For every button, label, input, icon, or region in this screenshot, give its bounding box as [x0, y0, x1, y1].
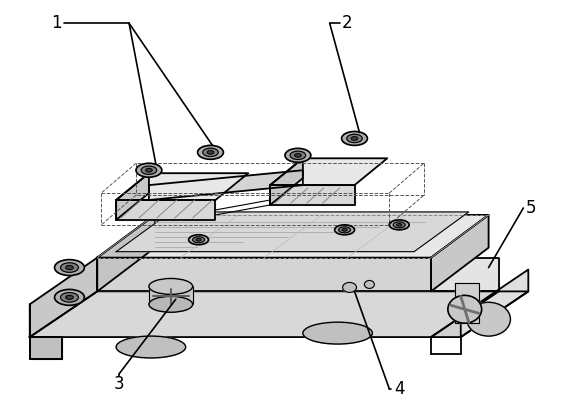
Ellipse shape: [55, 289, 84, 305]
Ellipse shape: [203, 148, 218, 157]
Polygon shape: [116, 200, 215, 220]
Ellipse shape: [351, 137, 358, 140]
Ellipse shape: [55, 260, 84, 276]
Ellipse shape: [116, 336, 186, 358]
Text: 4: 4: [394, 380, 405, 398]
Ellipse shape: [295, 153, 301, 157]
Ellipse shape: [66, 266, 73, 269]
Polygon shape: [270, 158, 303, 205]
Ellipse shape: [196, 239, 201, 241]
Polygon shape: [97, 215, 489, 258]
Ellipse shape: [342, 229, 347, 231]
Ellipse shape: [60, 263, 79, 272]
Ellipse shape: [207, 151, 214, 154]
Text: 3: 3: [114, 375, 124, 393]
Text: 1: 1: [51, 14, 62, 32]
Ellipse shape: [149, 296, 193, 312]
Polygon shape: [97, 258, 498, 291]
Polygon shape: [149, 170, 303, 200]
Ellipse shape: [467, 302, 510, 336]
Ellipse shape: [389, 220, 409, 230]
Ellipse shape: [193, 237, 205, 243]
Ellipse shape: [334, 225, 354, 235]
Polygon shape: [30, 258, 97, 337]
Polygon shape: [455, 283, 479, 323]
Polygon shape: [97, 258, 431, 291]
Ellipse shape: [60, 293, 79, 302]
Polygon shape: [116, 173, 248, 200]
Polygon shape: [270, 185, 354, 205]
Ellipse shape: [136, 163, 162, 177]
Ellipse shape: [364, 280, 375, 289]
Text: 2: 2: [342, 14, 353, 32]
Polygon shape: [270, 158, 387, 185]
Polygon shape: [149, 287, 193, 304]
Ellipse shape: [303, 322, 372, 344]
Ellipse shape: [146, 168, 152, 172]
Ellipse shape: [342, 131, 367, 145]
Text: 5: 5: [526, 199, 537, 217]
Ellipse shape: [347, 134, 362, 142]
Polygon shape: [30, 291, 498, 337]
Ellipse shape: [198, 145, 223, 159]
Ellipse shape: [448, 295, 481, 323]
Ellipse shape: [141, 166, 157, 175]
Polygon shape: [431, 291, 528, 337]
Ellipse shape: [397, 223, 402, 226]
Polygon shape: [97, 215, 155, 291]
Ellipse shape: [66, 295, 73, 299]
Ellipse shape: [149, 278, 193, 294]
Ellipse shape: [189, 235, 208, 245]
Polygon shape: [431, 215, 489, 291]
Polygon shape: [116, 212, 469, 252]
Polygon shape: [30, 337, 62, 359]
Ellipse shape: [290, 151, 306, 160]
Ellipse shape: [393, 222, 405, 228]
Polygon shape: [116, 173, 149, 220]
Polygon shape: [461, 269, 528, 337]
Ellipse shape: [342, 282, 357, 292]
Ellipse shape: [338, 227, 350, 233]
Ellipse shape: [285, 149, 311, 162]
